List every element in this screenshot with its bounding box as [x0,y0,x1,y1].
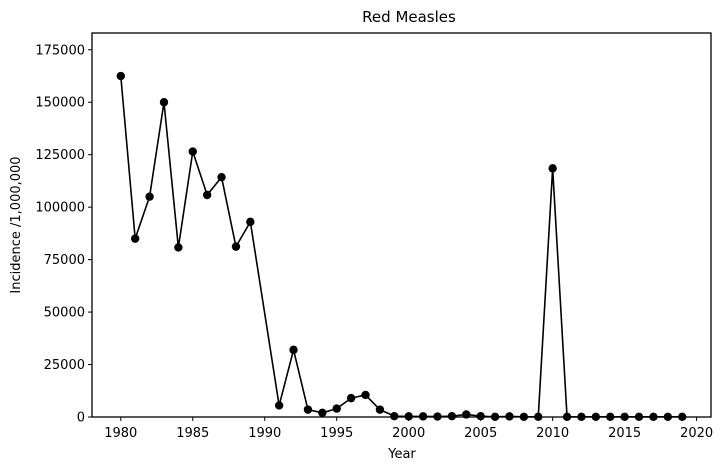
data-point [361,390,370,400]
data-point [130,234,140,243]
y-tick-label: 100000 [35,201,85,216]
y-tick-label: 25000 [44,358,85,373]
data-point [447,411,457,421]
series-layer [116,71,687,421]
x-tick-label: 1995 [320,426,353,441]
x-tick-label: 2020 [680,426,713,441]
data-point [332,404,341,413]
y-tick-label: 50000 [44,306,85,321]
y-tick-label: 0 [77,411,85,426]
data-point [145,192,154,201]
x-tick-label: 1990 [248,426,281,441]
data-point [303,405,313,414]
data-point [159,98,169,107]
axis-ticks: 1980 1985 1990 1995 2000 2005 2010 2015 2020 0 250… [35,43,713,441]
data-point [174,243,183,252]
data-point [246,217,255,227]
x-tick-label: 1980 [104,426,137,441]
data-point [318,408,327,418]
y-tick-label: 75000 [44,253,85,268]
plot-frame [91,32,712,418]
y-axis-label: Incidence /1,000,000 [9,156,24,293]
y-tick-label: 175000 [35,43,85,58]
x-tick-label: 2005 [464,426,497,441]
y-tick-label: 125000 [35,148,85,163]
data-point [116,71,125,81]
data-point [274,401,284,410]
x-tick-label: 2000 [392,426,425,441]
data-point [346,393,356,403]
x-tick-label: 1985 [176,426,209,441]
data-point [476,411,485,421]
y-tick-label: 150000 [35,96,85,111]
data-point [231,242,241,251]
x-tick-label: 2010 [536,426,569,441]
x-tick-label: 2015 [608,426,641,441]
data-point [217,172,226,182]
data-point [289,345,298,355]
data-point [548,164,557,173]
chart-title: Red Measles [362,8,456,26]
data-point [390,411,399,421]
series-line [119,75,683,418]
x-axis-label: Year [387,447,416,462]
data-point [188,147,197,156]
data-point [375,405,385,414]
data-point [202,190,212,200]
